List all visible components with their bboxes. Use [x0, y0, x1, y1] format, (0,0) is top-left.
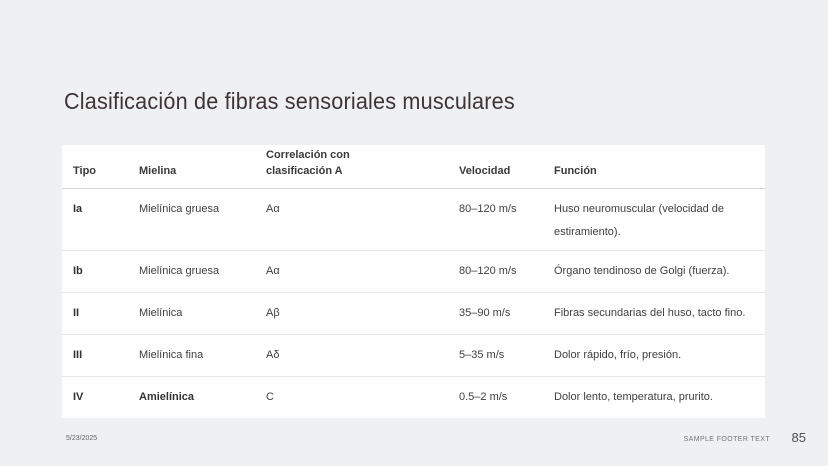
table-row: II Mielínica Aβ 35–90 m/s Fibras secunda…: [62, 292, 765, 335]
table-row: IV Amielínica C 0.5–2 m/s Dolor lento, t…: [62, 376, 765, 418]
cell-correlacion: Aβ: [255, 292, 448, 335]
column-header-label: Mielina: [139, 164, 177, 177]
cell-funcion: Dolor lento, temperatura, prurito.: [554, 390, 713, 403]
column-header-label: Función: [554, 164, 597, 177]
table-row: III Mielínica fina Aδ 5–35 m/s Dolor ráp…: [62, 334, 765, 377]
column-header-correlacion: Correlación con clasificación A: [255, 145, 448, 189]
cell-velocidad: 5–35 m/s: [448, 334, 543, 377]
column-header-tipo: Tipo: [62, 145, 128, 189]
cell-funcion: Fibras secundarias del huso, tacto fino.: [543, 292, 765, 335]
cell-velocidad: 80–120 m/s: [448, 250, 543, 293]
column-header-funcion: Función: [543, 145, 765, 189]
cell-mielina: Mielínica fina: [128, 334, 255, 377]
column-header-mielina: Mielina: [128, 145, 255, 189]
table-row: Ia Mielínica gruesa Aα 80–120 m/s Huso n…: [62, 188, 765, 251]
column-header-velocidad: Velocidad: [448, 145, 543, 189]
slide-title: Clasificación de fibras sensoriales musc…: [64, 88, 515, 114]
cell-tipo: IV: [73, 390, 84, 403]
cell-tipo: III: [62, 334, 128, 377]
cell-tipo: Ia: [62, 188, 128, 251]
footer-date: 5/23/2025: [66, 435, 98, 442]
cell-funcion: Huso neuromuscular (velocidad de estiram…: [543, 188, 765, 251]
page-number: 85: [791, 430, 806, 445]
column-header-label: Velocidad: [459, 164, 511, 177]
cell-velocidad: 80–120 m/s: [448, 188, 543, 251]
table-row: Ib Mielínica gruesa Aα 80–120 m/s Órgano…: [62, 250, 765, 293]
cell-tipo: Ib: [62, 250, 128, 293]
slide-footer: 5/23/2025 SAMPLE FOOTER TEXT 85: [0, 428, 828, 452]
cell-velocidad: 0.5–2 m/s: [459, 390, 508, 403]
cell-correlacion: Aδ: [255, 334, 448, 377]
table-header-row: Tipo Mielina Correlación con clasificaci…: [62, 145, 765, 189]
cell-mielina: Mielínica: [128, 292, 255, 335]
fiber-classification-table: Tipo Mielina Correlación con clasificaci…: [62, 145, 765, 418]
cell-mielina: Mielínica gruesa: [128, 250, 255, 293]
cell-velocidad: 35–90 m/s: [448, 292, 543, 335]
cell-mielina: Mielínica gruesa: [128, 188, 255, 251]
column-header-label: Correlación con clasificación A: [266, 148, 350, 177]
cell-correlacion: Aα: [255, 188, 448, 251]
cell-funcion: Dolor rápido, frío, presión.: [543, 334, 765, 377]
cell-mielina: Amielínica: [139, 390, 195, 403]
cell-correlacion: C: [266, 390, 274, 403]
cell-tipo: II: [62, 292, 128, 335]
cell-funcion: Órgano tendinoso de Golgi (fuerza).: [543, 250, 765, 293]
data-table: Tipo Mielina Correlación con clasificaci…: [62, 145, 765, 418]
cell-correlacion: Aα: [255, 250, 448, 293]
footer-text: SAMPLE FOOTER TEXT: [683, 436, 770, 443]
column-header-label: Tipo: [73, 164, 97, 177]
